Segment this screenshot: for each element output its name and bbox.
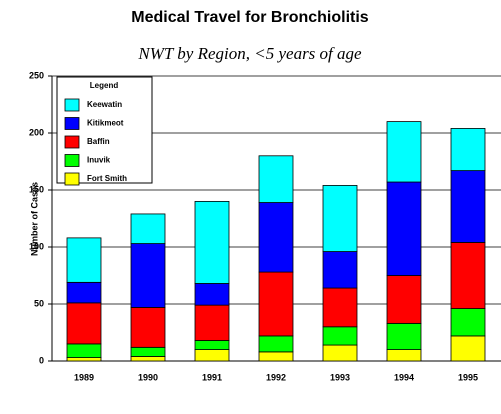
bar-segment: [322, 326, 358, 346]
legend-swatch: [64, 98, 80, 112]
bar-segment: [66, 357, 102, 362]
bar-segment: [386, 275, 422, 324]
x-tick-label: 1989: [74, 372, 94, 382]
bar-segment: [386, 349, 422, 362]
y-tick-label: 100: [29, 241, 44, 251]
bar-segment: [450, 308, 486, 337]
bar-segment: [130, 243, 166, 308]
bar-segment: [194, 283, 230, 306]
bar-segment: [450, 128, 486, 172]
bar-segment: [194, 340, 230, 351]
legend-title: Legend: [90, 81, 119, 90]
legend-swatch: [64, 135, 80, 149]
bar-segment: [130, 356, 166, 362]
bar-segment: [258, 202, 294, 273]
bar-segment: [258, 335, 294, 353]
y-tick-label: 50: [34, 298, 44, 308]
bar-segment: [322, 344, 358, 362]
x-tick-label: 1992: [266, 372, 286, 382]
bar-segment: [66, 281, 102, 304]
bar-segment: [194, 349, 230, 362]
y-tick-label: 200: [29, 127, 44, 137]
legend-label: Fort Smith: [87, 174, 127, 183]
y-axis-label: Number of Cases: [29, 182, 39, 256]
bar-segment: [130, 213, 166, 244]
x-tick-label: 1993: [330, 372, 350, 382]
chart-title: Medical Travel for Bronchiolitis: [131, 9, 368, 26]
bar-segment: [194, 200, 230, 284]
bar-segment: [386, 181, 422, 276]
bar-segment: [258, 271, 294, 337]
bar-segment: [386, 322, 422, 351]
chart-subtitle: NWT by Region, <5 years of age: [137, 44, 362, 63]
x-tick-label: 1995: [458, 372, 478, 382]
y-tick-label: 150: [29, 184, 44, 194]
bar-segment: [66, 237, 102, 283]
bar-segment: [258, 155, 294, 203]
bar-segment: [66, 343, 102, 358]
bar-segment: [322, 287, 358, 328]
bar-segment: [194, 304, 230, 341]
y-tick-label: 250: [29, 70, 44, 80]
bar-segment: [450, 170, 486, 243]
bar-segment: [450, 335, 486, 362]
legend-swatch: [64, 117, 80, 130]
legend-label: Baffin: [87, 137, 110, 146]
legend-swatch: [64, 154, 80, 167]
legend-label: Kitikmeot: [87, 119, 124, 128]
legend-label: Keewatin: [87, 100, 122, 109]
x-tick-label: 1990: [138, 372, 158, 382]
x-tick-label: 1991: [202, 372, 222, 382]
bar-segment: [66, 302, 102, 345]
legend-swatch: [64, 172, 80, 186]
bar-segment: [322, 185, 358, 252]
bar-segment: [258, 351, 294, 362]
bar-segment: [130, 307, 166, 348]
bar-segment: [450, 242, 486, 309]
x-tick-label: 1994: [394, 372, 414, 382]
bar-segment: [322, 251, 358, 289]
legend-box: [56, 76, 153, 184]
legend-label: Inuvik: [87, 156, 111, 165]
bar-segment: [130, 346, 166, 357]
bar-segment: [386, 121, 422, 183]
y-tick-label: 0: [39, 355, 44, 365]
